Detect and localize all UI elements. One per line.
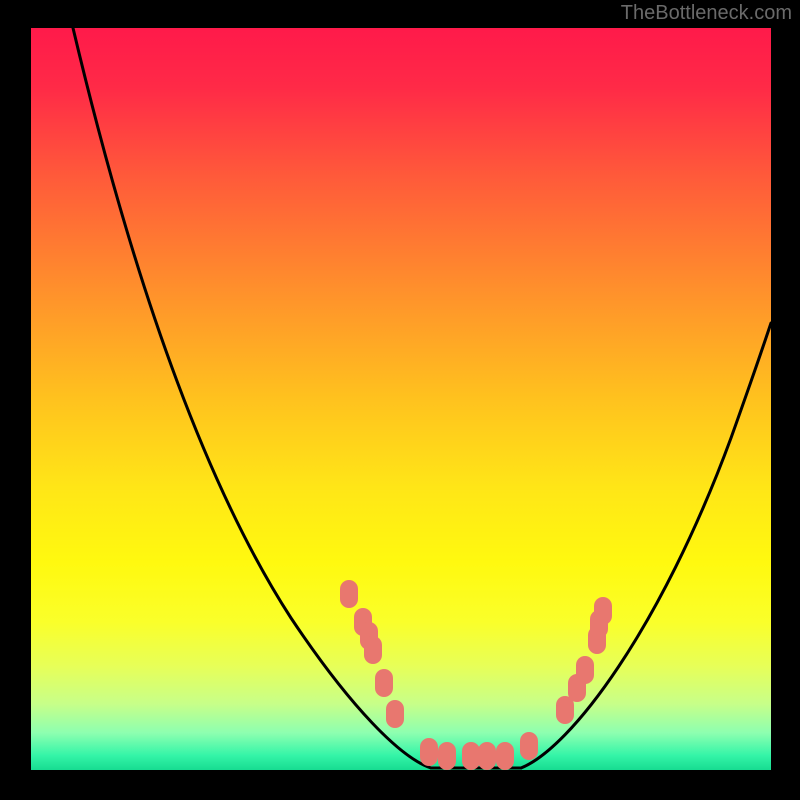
curve-group [73,28,771,768]
watermark-text: TheBottleneck.com [621,2,792,25]
marker-point [375,669,393,697]
marker-point [520,732,538,760]
plot-area [31,28,771,770]
marker-point [420,738,438,766]
marker-point [478,742,496,770]
marker-point [462,742,480,770]
marker-point [340,580,358,608]
marker-point [364,636,382,664]
marker-point [438,742,456,770]
marker-point [386,700,404,728]
marker-point [594,597,612,625]
marker-point [496,742,514,770]
marker-point [576,656,594,684]
markers-group [340,580,612,770]
marker-point [556,696,574,724]
curve-layer [31,28,771,770]
